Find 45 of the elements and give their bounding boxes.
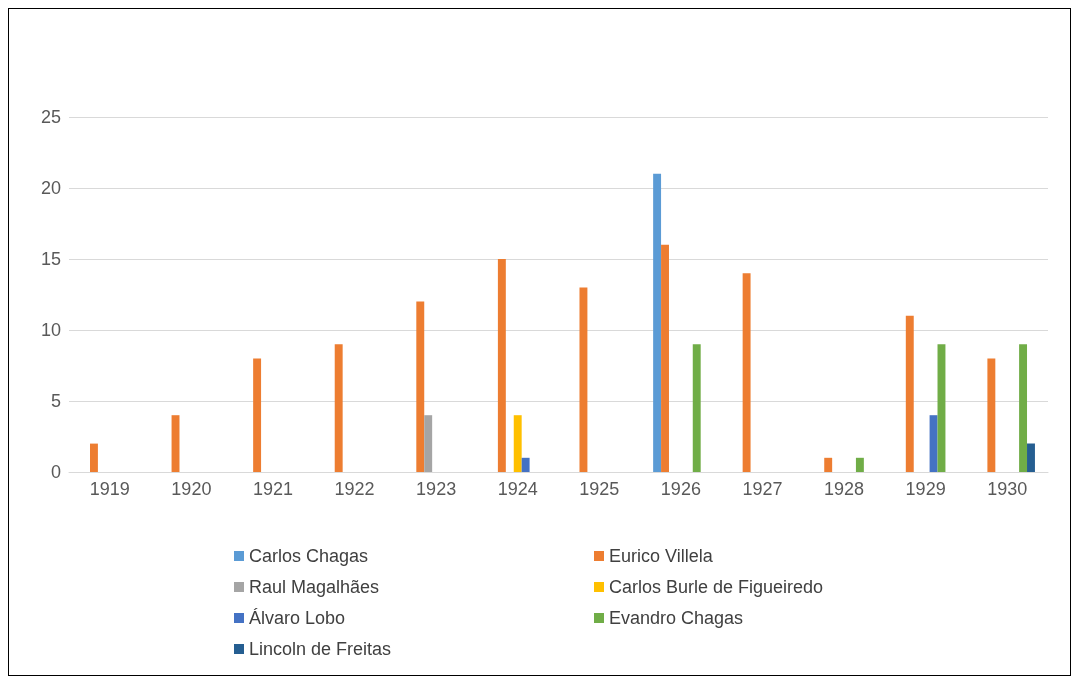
bar: [661, 244, 669, 472]
x-tick-label: 1922: [334, 479, 375, 499]
legend-label: Raul Magalhães: [249, 577, 380, 597]
y-tick-label: 15: [40, 249, 61, 269]
bar: [334, 344, 343, 472]
bar: [521, 457, 530, 472]
x-tick-label: 1928: [824, 479, 865, 499]
y-tick-label: 5: [50, 391, 61, 411]
bar: [653, 173, 662, 472]
bar: [905, 315, 914, 472]
bar: [497, 259, 506, 472]
bar: [692, 344, 701, 472]
legend-label: Lincoln de Freitas: [249, 639, 392, 659]
bar: [253, 358, 262, 472]
bar: [1019, 344, 1028, 472]
bar: [1027, 443, 1035, 472]
legend-label: Evandro Chagas: [609, 608, 744, 628]
bar: [424, 415, 433, 472]
y-tick-label: 25: [40, 107, 61, 127]
x-tick-label: 1923: [416, 479, 457, 499]
bar: [824, 457, 833, 472]
bar: [89, 443, 98, 472]
x-tick-label: 1920: [171, 479, 212, 499]
y-tick-label: 20: [40, 178, 61, 198]
legend-label: Carlos Chagas: [249, 546, 369, 566]
bar: [742, 273, 751, 472]
bar: [929, 415, 938, 472]
bar: [855, 457, 864, 472]
legend-label: Carlos Burle de Figueiredo: [609, 577, 824, 597]
bar: [416, 301, 425, 472]
y-tick-label: 0: [50, 462, 61, 482]
bar: [513, 415, 522, 472]
bar: [579, 287, 588, 472]
legend-label: Eurico Villela: [609, 546, 714, 566]
x-tick-label: 1927: [742, 479, 783, 499]
legend-label: Álvaro Lobo: [249, 608, 346, 628]
x-tick-label: 1919: [89, 479, 130, 499]
x-tick-label: 1924: [497, 479, 538, 499]
x-tick-label: 1925: [579, 479, 620, 499]
x-tick-label: 1929: [905, 479, 946, 499]
y-tick-label: 10: [40, 320, 61, 340]
bar: [987, 358, 996, 472]
x-tick-label: 1926: [660, 479, 701, 499]
x-tick-label: 1921: [252, 479, 293, 499]
x-tick-label: 1930: [987, 479, 1028, 499]
